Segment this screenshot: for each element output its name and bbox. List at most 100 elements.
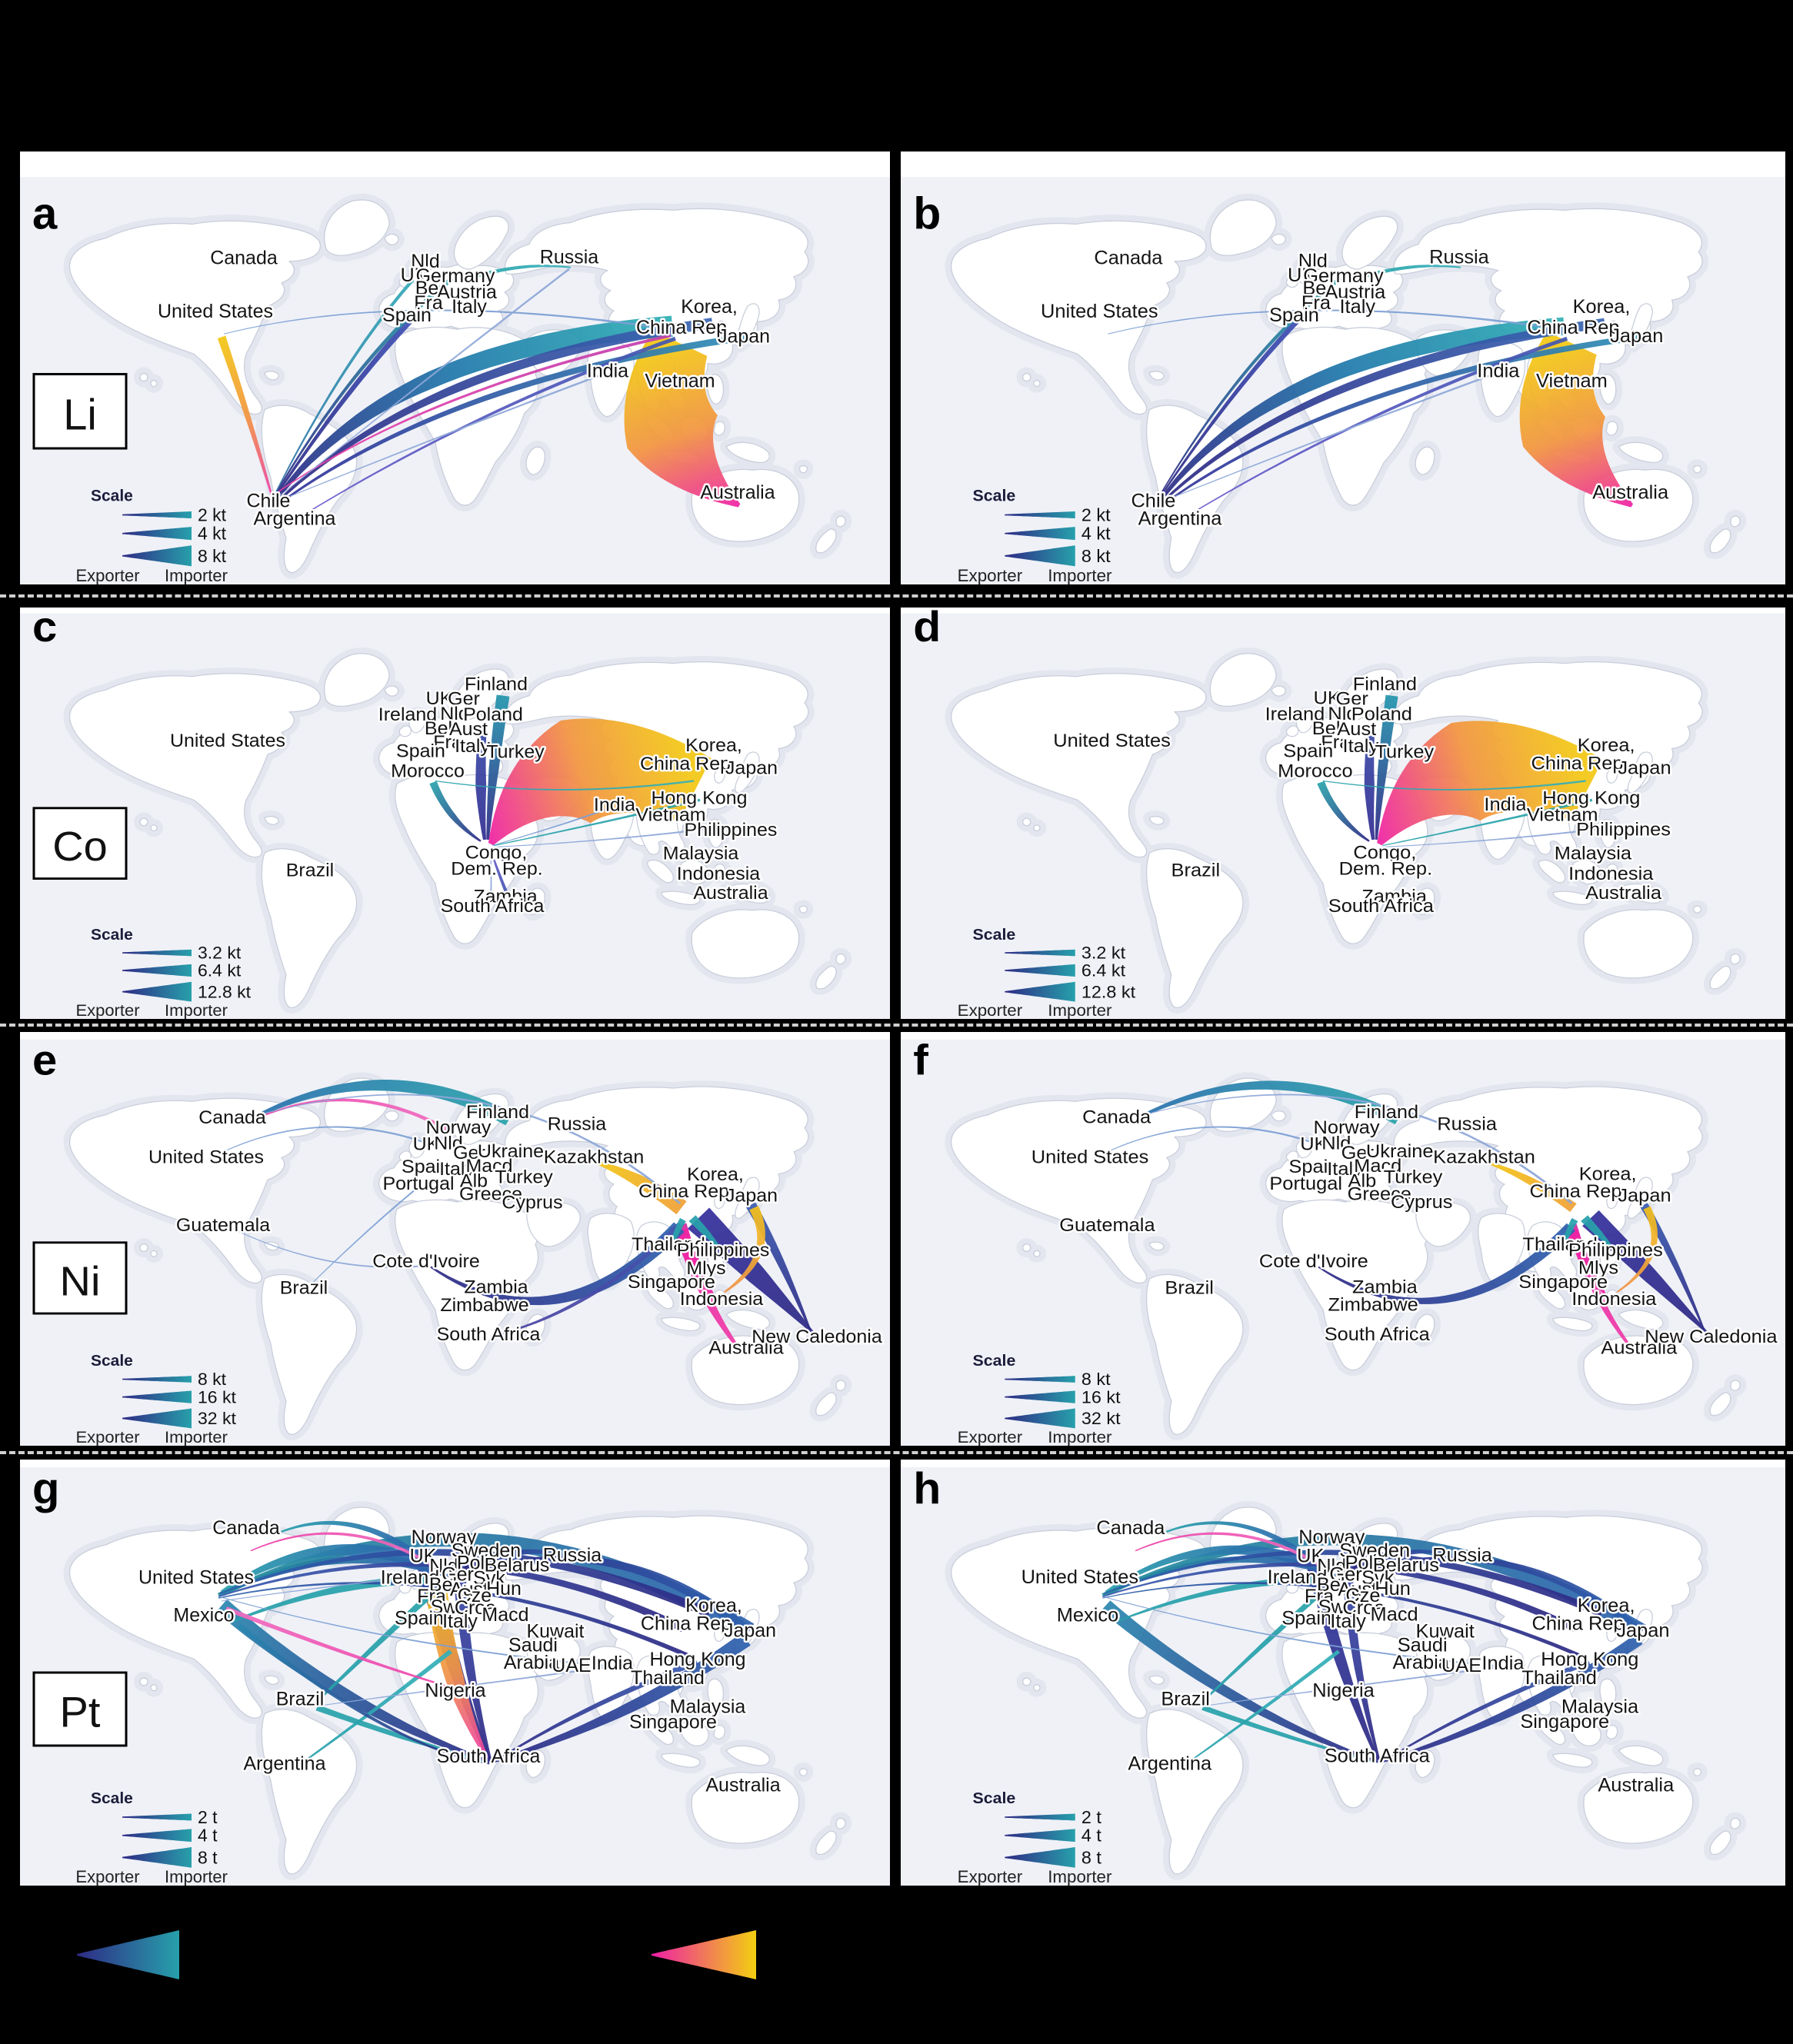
country-label: Norway — [1314, 1118, 1381, 1138]
country-label: Kuwait — [526, 1621, 584, 1643]
country-label: UK — [401, 265, 428, 286]
country-label: China Rep — [1532, 1613, 1625, 1635]
country-label: Mlys — [686, 1258, 725, 1278]
scale-legend-title: Scale — [973, 488, 1016, 505]
country-label: Australia — [700, 481, 775, 503]
trade-flow-ribbon — [278, 373, 604, 501]
country-label: Japan — [1618, 1186, 1671, 1206]
country-label: Vietnam — [1527, 805, 1598, 825]
country-label: Poland — [463, 704, 523, 724]
country-label: Nld — [1321, 1134, 1351, 1153]
country-label: United States — [1041, 301, 1158, 322]
country-label: South Africa — [437, 1746, 541, 1767]
country-label: South Africa — [1325, 1325, 1430, 1345]
country-label: Zambia — [1361, 887, 1427, 907]
country-label: Nld — [411, 251, 439, 272]
country-label: Chile — [1131, 491, 1175, 512]
scale-triangle — [1005, 1408, 1075, 1429]
trade-flow-ribbon — [1561, 1217, 1578, 1248]
country-label: Sweden — [452, 1540, 521, 1562]
country-label: Cze — [458, 1585, 492, 1606]
trade-flow-ribbon — [688, 1215, 723, 1252]
country-label: Canada — [1082, 1107, 1151, 1127]
country-label: Morocco — [391, 761, 465, 781]
country-label: China Rep — [640, 754, 731, 774]
trade-flow-ribbon — [1581, 1215, 1616, 1252]
trade-flow-ribbon — [595, 1160, 687, 1215]
scale-tick-label: 16 kt — [198, 1388, 237, 1406]
country-label: Pol — [1345, 1553, 1373, 1574]
country-label: Australia — [693, 883, 768, 903]
country-label: Nld — [1317, 1556, 1346, 1577]
scale-tick-label: 32 kt — [198, 1410, 237, 1428]
country-label: Mlys — [1578, 1258, 1618, 1278]
scale-legend-title: Scale — [91, 1353, 133, 1370]
scale-tick-label: 8 kt — [1081, 1370, 1111, 1389]
country-label: UK — [413, 1134, 440, 1154]
import-export-colormap-2 — [652, 1930, 756, 1979]
country-label: South Africa — [1328, 897, 1434, 917]
country-label: Nld — [429, 1556, 458, 1577]
country-label: Be — [415, 278, 439, 299]
country-label: India — [1481, 1653, 1524, 1674]
scale-triangle — [122, 545, 192, 567]
scale-legend: Scale 2 t4 t8 t Exporter Importer — [75, 1789, 228, 1886]
country-label: Cote d'Ivoire — [1259, 1252, 1368, 1272]
scale-triangle — [1005, 1813, 1075, 1821]
scale-tick-label: 4 kt — [198, 524, 227, 544]
country-label: Aust — [1338, 1579, 1377, 1600]
country-label: Zimbabwe — [1328, 1295, 1418, 1315]
country-label: Brazil — [1165, 1278, 1214, 1298]
country-label: Korea, — [1579, 1164, 1637, 1184]
country-label: Korea, — [1578, 1595, 1635, 1616]
country-label: Alb — [460, 1171, 488, 1191]
country-label: Italy — [439, 1159, 475, 1179]
scale-tick-label: 3.2 kt — [198, 944, 242, 962]
country-label: Ireland — [1265, 704, 1325, 724]
trade-flow-ribbon — [724, 1205, 765, 1293]
trade-flow-ribbon — [1160, 1521, 1315, 1563]
trade-flow-ribbon — [217, 335, 273, 495]
trade-flow-ribbon — [1616, 1206, 1658, 1293]
country-label: United States — [1021, 1567, 1139, 1589]
country-label: Argentina — [1138, 508, 1223, 530]
trade-flow-ribbon — [1135, 1080, 1401, 1125]
trade-flow-ribbon — [1322, 780, 1586, 791]
element-symbol-box — [32, 1671, 128, 1747]
country-label: Saudi — [1398, 1635, 1448, 1656]
panel-row-li: Canada United States Nld UK Germany Be Austria… — [0, 151, 1793, 584]
panel-letter: c — [32, 608, 57, 651]
scale-triangle — [1005, 949, 1075, 957]
country-label: Nld — [434, 1134, 462, 1153]
country-label: Hong Kong — [649, 1649, 745, 1670]
country-label: Ger — [1341, 1143, 1374, 1163]
country-label: India — [1477, 361, 1520, 382]
country-label: Indonesia — [680, 1290, 764, 1310]
country-label: Malaysia — [670, 1696, 746, 1718]
scale-legend: Scale 3.2 kt6.4 kt 12.8 kt Exporter Importer — [958, 926, 1136, 1019]
trade-flow-ribbon — [493, 1633, 751, 1763]
country-label: Bel — [1317, 1574, 1345, 1596]
country-label: United States — [158, 301, 273, 322]
country-label: Saudi — [508, 1634, 558, 1656]
country-label: South Africa — [437, 1325, 541, 1345]
panel-row-co: United States Brazil Finland UK Ger Ireland Nl… — [0, 608, 1793, 1019]
trade-flow-ribbon — [1201, 1705, 1377, 1763]
country-label: Russia — [540, 247, 598, 268]
country-label: Morocco — [1278, 761, 1352, 781]
country-label: Hun — [1375, 1578, 1411, 1600]
country-label: Australia — [1601, 1338, 1677, 1358]
country-label: Sweden — [1339, 1540, 1410, 1562]
country-label: Zimbabwe — [440, 1295, 528, 1315]
country-label: China Rep — [638, 1181, 729, 1201]
trade-flow-ribbon — [1351, 1550, 1465, 1573]
country-label: Ger — [1329, 1564, 1361, 1586]
scale-importer-label: Importer — [1048, 1867, 1111, 1886]
trade-flow-ribbon — [1377, 721, 1604, 846]
country-label: Turkey — [1384, 1167, 1443, 1187]
panel-e-map: Canada United States Guatemala Brazil Finlan… — [20, 1032, 890, 1446]
country-label: Philippines — [685, 820, 778, 840]
country-label: Brazil — [1171, 861, 1221, 881]
country-label: Thailand — [631, 1667, 705, 1689]
